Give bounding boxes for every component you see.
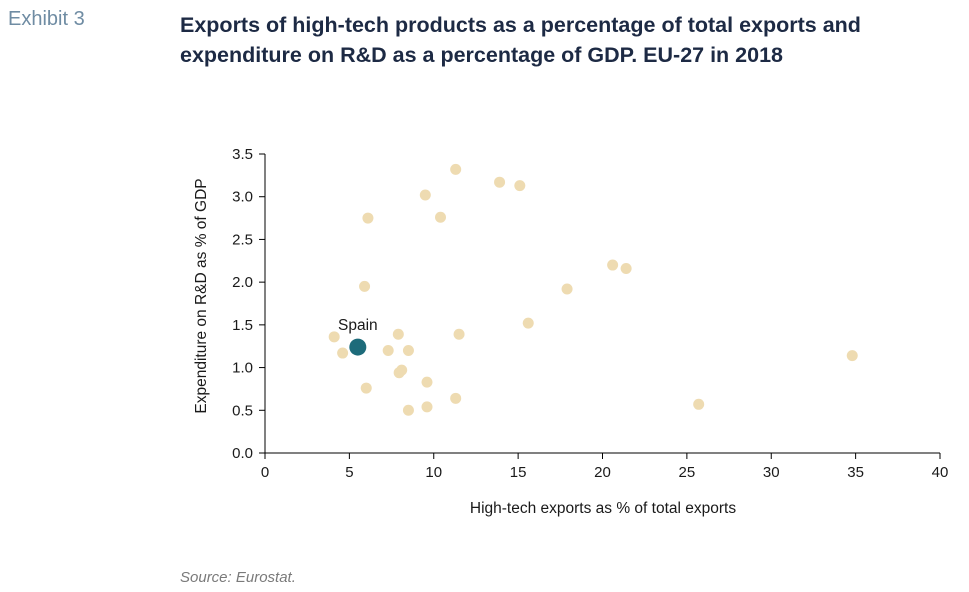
data-point: [846, 350, 858, 362]
y-axis-label: Expenditure on R&D as % of GDP: [193, 178, 210, 413]
x-tick-label: 40: [932, 464, 949, 481]
x-tick-label: 10: [425, 464, 442, 481]
data-point: [450, 392, 462, 404]
x-tick-label: 15: [510, 464, 527, 481]
y-tick-label: 2.5: [232, 231, 253, 248]
x-tick-label: 30: [763, 464, 780, 481]
data-point: [522, 317, 534, 329]
data-point: [359, 280, 371, 292]
y-tick-label: 0.5: [232, 402, 253, 419]
y-tick-label: 1.0: [232, 360, 253, 377]
data-point: [450, 163, 462, 175]
data-point: [392, 328, 404, 340]
data-point-spain: [349, 338, 367, 356]
x-tick-label: 0: [261, 464, 269, 481]
data-point: [435, 211, 446, 223]
data-point: [393, 367, 405, 379]
data-point: [514, 180, 526, 192]
chart-axes: 0 5 10 15 20 25 30 35 40 0.0 0.5 1.0 1.5 2.0 2.5 3.0 3.5: [232, 146, 948, 481]
y-tick-label: 0.0: [232, 445, 253, 462]
data-point: [402, 404, 414, 416]
data-point: [693, 398, 705, 410]
data-point: [421, 401, 433, 413]
exhibit-label: Exhibit 3: [8, 8, 85, 30]
data-point: [360, 382, 372, 394]
x-axis-label: High-tech exports as % of total exports: [470, 500, 736, 517]
data-point: [561, 283, 573, 295]
source-note: Source: Eurostat.: [180, 569, 296, 586]
data-point: [607, 259, 619, 271]
data-point: [494, 176, 506, 188]
x-tick-label: 25: [679, 464, 696, 481]
data-point: [362, 212, 374, 224]
chart-points: Spain: [328, 163, 858, 416]
data-point: [382, 344, 394, 356]
x-tick-label: 5: [345, 464, 353, 481]
y-tick-label: 1.5: [232, 317, 253, 334]
point-label-spain: Spain: [338, 317, 378, 334]
chart-title: Exports of high-tech products as a perce…: [180, 13, 861, 67]
y-tick-label: 2.0: [232, 274, 253, 291]
y-tick-label: 3.0: [232, 189, 253, 206]
data-point: [453, 328, 465, 340]
data-point: [421, 376, 433, 388]
data-point: [328, 331, 340, 343]
data-point: [419, 189, 431, 201]
data-point: [337, 347, 349, 359]
x-tick-label: 20: [594, 464, 611, 481]
data-point: [402, 344, 414, 356]
y-tick-label: 3.5: [232, 146, 253, 163]
data-point: [620, 262, 632, 274]
x-tick-label: 35: [847, 464, 864, 481]
